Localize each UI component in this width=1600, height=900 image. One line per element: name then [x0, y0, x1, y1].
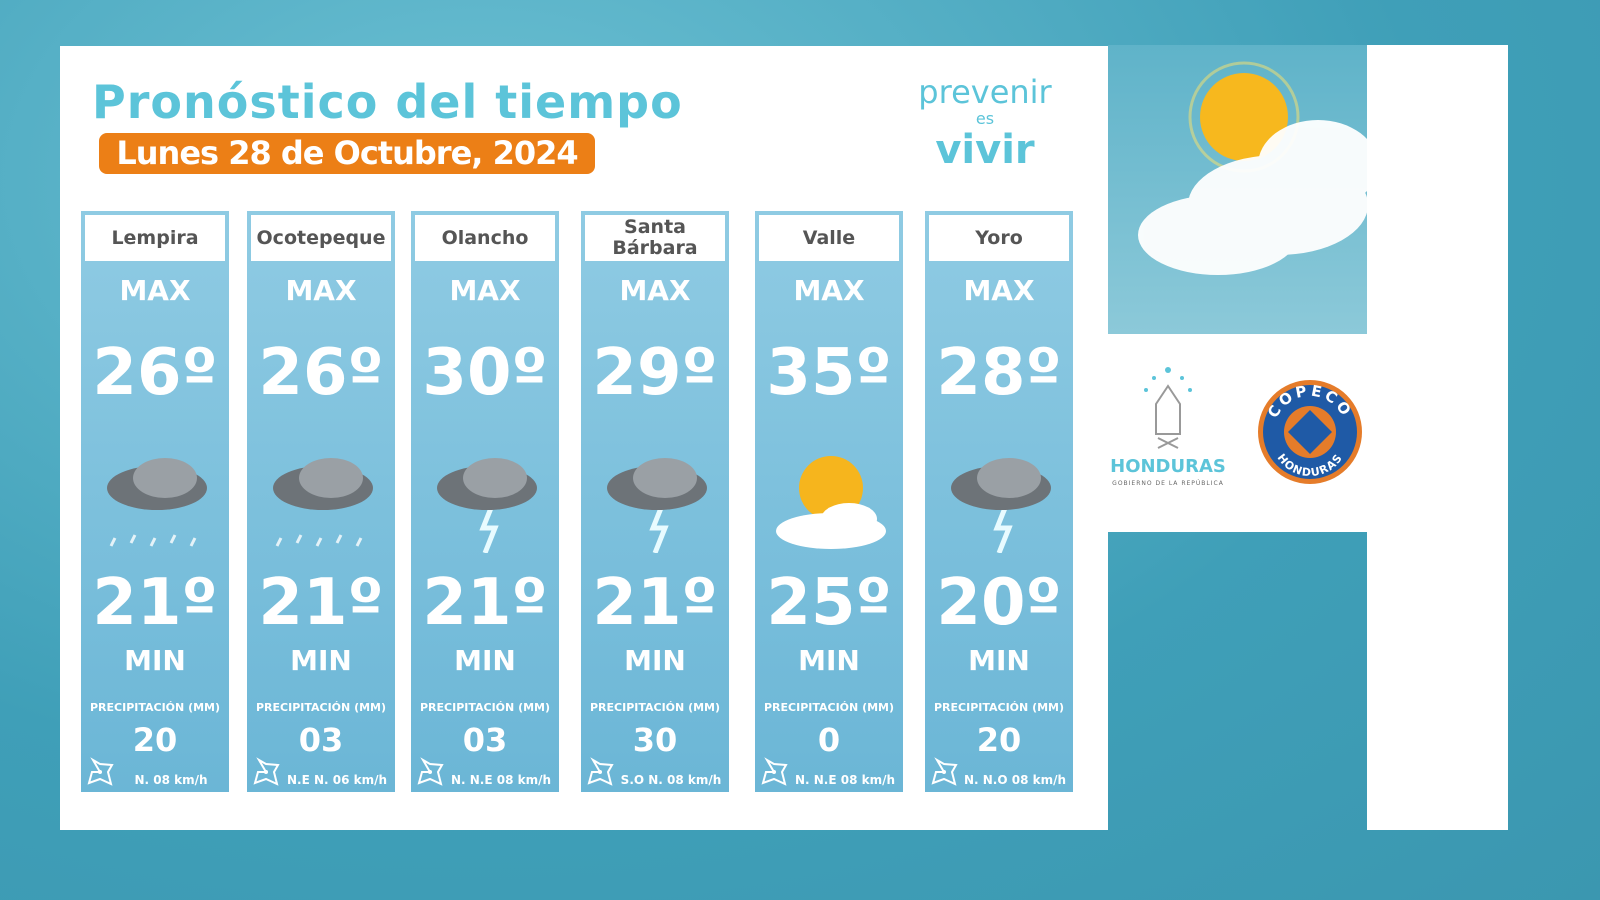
rain-cloud-icon: [107, 458, 207, 547]
honduras-coat-of-arms-icon: [1144, 367, 1192, 449]
storm-cloud-icon: [951, 458, 1051, 553]
min-temp: 21º: [92, 566, 218, 640]
precip-label: PRECIPITACIÓN (MM): [419, 701, 551, 714]
right-panel: [1367, 45, 1508, 830]
pinwheel-wind-icon: [253, 757, 280, 786]
date-badge: Lunes 28 de Octubre, 2024: [99, 133, 595, 174]
wind-text: N.E N. 06 km/h: [286, 773, 388, 787]
max-label: MAX: [793, 274, 865, 307]
region-name: Yoro: [929, 215, 1069, 261]
storm-cloud-icon: [437, 458, 537, 553]
min-temp: 20º: [936, 566, 1062, 640]
max-temp: 26º: [258, 336, 384, 410]
min-label: MIN: [124, 644, 186, 677]
max-label: MAX: [285, 274, 357, 307]
max-label: MAX: [619, 274, 691, 307]
pinwheel-wind-icon: [417, 757, 444, 786]
min-temp: 21º: [258, 566, 384, 640]
honduras-logo-text: HONDURAS: [1110, 456, 1226, 477]
min-label: MIN: [968, 644, 1030, 677]
sun-cloud-icon: [1138, 61, 1378, 275]
wind-text: N. N.E 08 km/h: [794, 773, 896, 787]
region-column: Lempira MAX 26º 21º MIN PRECIPITACIÓN (M…: [81, 211, 229, 792]
max-label: MAX: [119, 274, 191, 307]
region-column: Santa Bárbara MAX 29º 21º MIN PRECIPITAC…: [581, 211, 729, 792]
region-column: Olancho MAX 30º 21º MIN PRECIPITACIÓN (M…: [411, 211, 559, 792]
precip-value: 20: [976, 721, 1022, 759]
region-column: Ocotepeque MAX 26º 21º MIN PRECIPITACIÓN…: [247, 211, 395, 792]
max-temp: 30º: [422, 336, 548, 410]
max-temp: 28º: [936, 336, 1062, 410]
sun-cloud-illustration: [1108, 45, 1378, 334]
region-name: Ocotepeque: [251, 215, 391, 261]
min-label: MIN: [290, 644, 352, 677]
precip-label: PRECIPITACIÓN (MM): [763, 701, 895, 714]
max-temp: 35º: [766, 336, 892, 410]
max-label: MAX: [449, 274, 521, 307]
pinwheel-wind-icon: [587, 757, 614, 786]
storm-cloud-icon: [607, 458, 707, 553]
min-label: MIN: [454, 644, 516, 677]
pinwheel-wind-icon: [87, 757, 114, 786]
brand-line2: es: [975, 109, 995, 128]
page-title: Pronóstico del tiempo: [92, 75, 683, 129]
logos-panel: COPECO HONDURAS: [1108, 334, 1367, 532]
precip-value: 20: [132, 721, 178, 759]
gobierno-text: GOBIERNO DE LA REPÚBLICA: [1112, 480, 1224, 487]
region-name: Olancho: [415, 215, 555, 261]
precip-label: PRECIPITACIÓN (MM): [933, 701, 1065, 714]
precip-value: 30: [632, 721, 678, 759]
wind-text: N. N.E 08 km/h: [450, 773, 552, 787]
precip-value: 03: [298, 721, 344, 759]
brand-line1: prevenir: [918, 73, 1052, 111]
wind-text: N. 08 km/h: [134, 773, 208, 787]
precip-label: PRECIPITACIÓN (MM): [89, 701, 221, 714]
min-temp: 21º: [592, 566, 718, 640]
precip-value: 0: [817, 721, 841, 759]
brand-line3: vivir: [935, 127, 1035, 173]
max-temp: 26º: [92, 336, 218, 410]
region-column: Yoro MAX 28º 20º MIN PRECIPITACIÓN (MM) …: [925, 211, 1073, 792]
region-name: Lempira: [85, 215, 225, 261]
pinwheel-wind-icon: [931, 757, 958, 786]
min-label: MIN: [624, 644, 686, 677]
max-label: MAX: [963, 274, 1035, 307]
min-label: MIN: [798, 644, 860, 677]
rain-cloud-icon: [273, 458, 373, 547]
min-temp: 21º: [422, 566, 548, 640]
region-name: Santa Bárbara: [585, 215, 725, 261]
min-temp: 25º: [766, 566, 892, 640]
sun-cloud-icon: [776, 456, 886, 549]
precip-value: 03: [462, 721, 508, 759]
pinwheel-wind-icon: [761, 757, 788, 786]
max-temp: 29º: [592, 336, 718, 410]
region-column: Valle MAX 35º 25º MIN PRECIPITACIÓN (MM)…: [755, 211, 903, 792]
wind-text: S.O N. 08 km/h: [620, 773, 722, 787]
precip-label: PRECIPITACIÓN (MM): [255, 701, 387, 714]
region-name: Valle: [759, 215, 899, 261]
precip-label: PRECIPITACIÓN (MM): [589, 701, 721, 714]
copeco-logo: COPECO HONDURAS: [1258, 380, 1362, 484]
prevenir-es-vivir-logo: prevenir es vivir: [910, 74, 1060, 172]
wind-text: N. N.O 08 km/h: [963, 773, 1067, 787]
